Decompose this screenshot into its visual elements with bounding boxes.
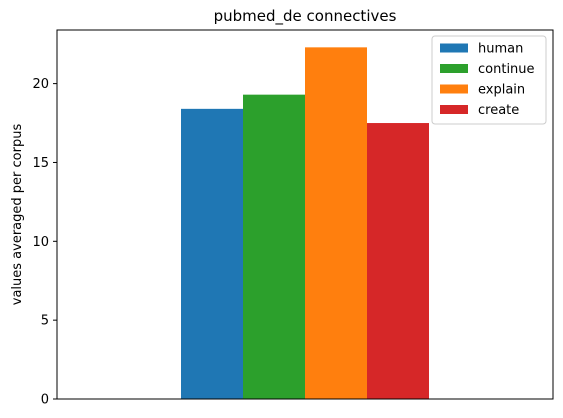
y-ticks-group: 0 5 10 15 20	[32, 77, 57, 408]
legend-label-create: create	[478, 103, 519, 118]
y-tick-label: 0	[41, 393, 49, 408]
legend-label-continue: continue	[478, 62, 535, 77]
legend-swatch-explain	[440, 84, 468, 94]
plot-frame	[56, 29, 554, 400]
y-tick-label: 10	[32, 235, 49, 250]
bar-create	[367, 123, 429, 400]
y-tick-label: 5	[41, 314, 49, 329]
legend: human continue explain create	[431, 35, 547, 125]
legend-swatch-create	[440, 105, 468, 114]
y-axis-label: values averaged per corpus	[10, 124, 25, 306]
chart-title: pubmed_de connectives	[214, 7, 397, 26]
legend-swatch-continue	[440, 64, 468, 73]
legend-swatch-human	[440, 43, 468, 53]
bar-explain	[305, 47, 367, 399]
legend-label-explain: explain	[478, 83, 525, 98]
bars-group	[181, 47, 429, 400]
y-tick-label: 20	[32, 77, 49, 92]
legend-label-human: human	[478, 42, 523, 57]
bar-human	[181, 108, 243, 399]
y-tick-label: 15	[32, 156, 49, 171]
legend-box	[431, 35, 547, 125]
bar-continue	[243, 94, 305, 400]
